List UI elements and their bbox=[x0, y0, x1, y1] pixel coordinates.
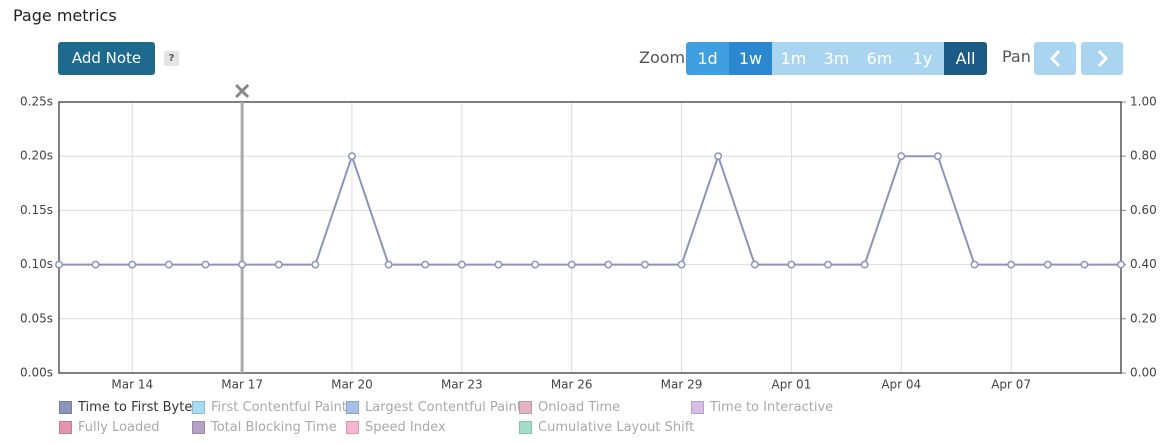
pan-label: Pan bbox=[1002, 47, 1031, 66]
legend-item[interactable]: First Contentful Paint bbox=[192, 400, 347, 415]
x-tick-label: Apr 04 bbox=[881, 378, 921, 392]
legend-item[interactable]: Cumulative Layout Shift bbox=[519, 420, 694, 435]
legend-label: Time to First Byte bbox=[78, 400, 193, 415]
y2-tick-label: 0.40 bbox=[1130, 257, 1157, 271]
pan-left[interactable] bbox=[1034, 42, 1076, 75]
data-point bbox=[201, 260, 210, 269]
data-point bbox=[457, 260, 466, 269]
data-point bbox=[860, 260, 869, 269]
data-point bbox=[1043, 260, 1052, 269]
x-tick-label: Apr 01 bbox=[771, 378, 811, 392]
data-point bbox=[91, 260, 100, 269]
data-point bbox=[824, 260, 832, 269]
data-point bbox=[238, 260, 247, 269]
y-tick-label: 0.20s bbox=[20, 149, 53, 163]
legend-swatch bbox=[519, 421, 532, 434]
data-point bbox=[970, 260, 979, 269]
data-point bbox=[55, 260, 63, 269]
legend-label: Largest Contentful Paint bbox=[365, 400, 523, 415]
legend-label: Total Blocking Time bbox=[211, 420, 337, 435]
zoom-button[interactable]: 1w bbox=[729, 42, 772, 75]
legend-item[interactable]: Time to Interactive bbox=[691, 400, 833, 415]
legend-item[interactable]: Fully Loaded bbox=[59, 420, 160, 435]
x-tick-label: Mar 26 bbox=[551, 378, 593, 392]
add-note-button[interactable]: Add Note bbox=[58, 42, 155, 75]
x-tick-label: Mar 20 bbox=[331, 378, 373, 392]
data-point bbox=[787, 260, 796, 269]
y-tick-label: 0.10s bbox=[20, 257, 53, 271]
data-point bbox=[128, 260, 137, 269]
note-delete[interactable] bbox=[235, 83, 250, 99]
legend-item[interactable]: Total Blocking Time bbox=[192, 420, 337, 435]
legend-item[interactable]: Largest Contentful Paint bbox=[346, 400, 522, 415]
data-point bbox=[933, 152, 942, 161]
data-point bbox=[1080, 260, 1089, 269]
legend-item[interactable]: Speed Index bbox=[346, 420, 446, 435]
legend-swatch bbox=[192, 421, 205, 434]
x-tick-label: Apr 07 bbox=[991, 378, 1031, 392]
chart: 0.00s 0.05s 0.10s 0.15s 0.20s 0.25s 0.00 0.20 0.… bbox=[20, 83, 1157, 392]
data-point bbox=[1007, 260, 1016, 269]
legend-swatch bbox=[346, 421, 359, 434]
zoom-group: 1d 1w 1m 3m 6m 1y All bbox=[686, 42, 987, 75]
pan-right[interactable] bbox=[1081, 42, 1123, 75]
legend-swatch bbox=[691, 401, 704, 414]
zoom-button[interactable]: 1d bbox=[686, 42, 729, 75]
zoom-button[interactable]: All bbox=[944, 42, 987, 75]
data-point bbox=[531, 260, 540, 269]
data-point bbox=[750, 260, 759, 269]
data-point bbox=[421, 260, 430, 269]
legend-swatch bbox=[59, 421, 72, 434]
y2-tick-label: 1.00 bbox=[1130, 95, 1157, 109]
y-tick-label: 0.05s bbox=[20, 311, 53, 325]
data-point bbox=[384, 260, 393, 269]
series-line bbox=[59, 153, 1121, 266]
x-tick-label: Mar 17 bbox=[221, 378, 263, 392]
zoom-button[interactable]: 3m bbox=[815, 42, 858, 75]
y-tick-label: 0.00s bbox=[20, 366, 53, 380]
data-point bbox=[604, 260, 613, 269]
legend-label: Speed Index bbox=[365, 420, 446, 435]
zoom-button[interactable]: 1y bbox=[901, 42, 944, 75]
data-point bbox=[348, 152, 356, 161]
data-point bbox=[311, 260, 320, 269]
help-icon[interactable]: ? bbox=[164, 51, 179, 66]
zoom-label: Zoom bbox=[639, 48, 686, 67]
data-point bbox=[1117, 260, 1125, 269]
data-point bbox=[164, 260, 173, 269]
plot-frame bbox=[58, 101, 1122, 374]
legend-swatch bbox=[346, 401, 359, 414]
data-point bbox=[714, 152, 723, 161]
page-title: Page metrics bbox=[13, 6, 117, 25]
data-point bbox=[897, 152, 906, 161]
data-point bbox=[274, 260, 283, 269]
x-tick-label: Mar 14 bbox=[111, 378, 153, 392]
legend-swatch bbox=[519, 401, 532, 414]
data-point bbox=[640, 260, 649, 269]
x-tick-label: Mar 23 bbox=[441, 378, 483, 392]
legend-label: Cumulative Layout Shift bbox=[538, 420, 695, 435]
legend-label: First Contentful Paint bbox=[211, 400, 347, 415]
note-x-icon bbox=[235, 83, 250, 99]
data-point bbox=[677, 260, 686, 269]
legend-label: Time to Interactive bbox=[710, 400, 834, 415]
y-tick-label: 0.25s bbox=[20, 95, 53, 109]
legend-swatch bbox=[192, 401, 205, 414]
zoom-button[interactable]: 6m bbox=[858, 42, 901, 75]
data-point bbox=[567, 260, 576, 269]
legend-swatch bbox=[59, 401, 72, 414]
y2-tick-label: 0.60 bbox=[1130, 203, 1157, 217]
zoom-button[interactable]: 1m bbox=[772, 42, 815, 75]
legend-item[interactable]: Time to First Byte bbox=[59, 400, 192, 415]
legend-item[interactable]: Onload Time bbox=[519, 400, 620, 415]
y2-tick-label: 0.20 bbox=[1130, 311, 1157, 325]
x-tick-label: Mar 29 bbox=[661, 378, 703, 392]
y-tick-label: 0.15s bbox=[20, 203, 53, 217]
y2-tick-label: 0.80 bbox=[1130, 149, 1157, 163]
data-point bbox=[494, 260, 503, 269]
legend-label: Onload Time bbox=[538, 400, 621, 415]
y2-tick-label: 0.00 bbox=[1130, 366, 1157, 380]
legend-label: Fully Loaded bbox=[78, 420, 160, 435]
